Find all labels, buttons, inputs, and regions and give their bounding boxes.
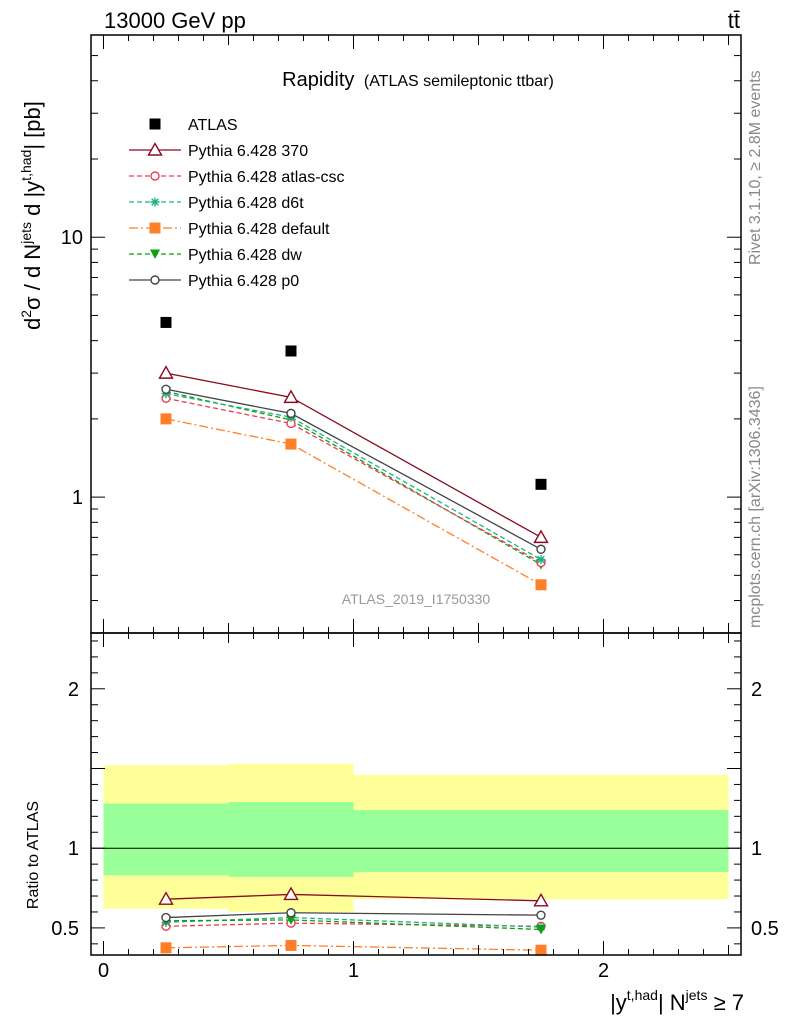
ratio-frame [90,632,742,956]
legend-label-default: Pythia 6.428 default [188,221,330,238]
top-ylabel-sup3: t,had [18,150,34,181]
ratio-band-inner-1 [228,801,354,877]
plot-layer: 1 10 0 1 2 0.5 0.5 1 1 2 2 ATLAS Pythia 6.428 370 Pyt… [51,34,779,982]
top-ylabel-unit: | [pb] [20,101,45,150]
top-ylabel-d: d [20,318,45,330]
ratio-ytick-label-right: 1 [751,838,762,860]
xlabel: |yt,had| Njets ≥ 7 [610,987,744,1015]
main-ytick-label: 10 [61,227,83,249]
main-line-d6t [165,393,542,561]
ratio-point-default-2 [535,944,547,956]
ratio-point-p0-2 [536,910,546,920]
legend-marker-default [149,222,161,234]
xlabel-cond: ≥ 7 [707,990,744,1015]
ratio-xtick-label: 1 [348,960,359,982]
ratio-line-dw [165,919,542,931]
xlabel-n: | N [658,990,686,1015]
chart-title: Rapidity [282,69,354,91]
main-point-p0-2 [536,544,546,554]
legend-marker-dw [150,249,160,259]
ratio-ytick-label-left: 2 [68,679,79,701]
ratio-point-p370-2 [533,892,549,907]
ratio-ytick-label-left: 1 [68,838,79,860]
ratio-xtick-label: 0 [98,960,109,982]
ratio-ytick-label-right: 0.5 [751,918,779,940]
legend-label-atlas: ATLAS [188,117,238,134]
ratio-point-default-0 [160,942,172,954]
ratio-point-default-1 [285,939,297,951]
main-point-atlas-0 [160,316,172,328]
main-point-default-2 [535,579,547,591]
ratio-ylabel: Ratio to ATLAS [25,801,42,909]
main-point-atlas-2 [535,478,547,490]
ratio-ytick-label-left: 0.5 [51,918,79,940]
legend-marker-p0 [150,275,160,285]
legend-marker-p370 [147,142,163,156]
analysis-watermark: ATLAS_2019_I1750330 [342,591,491,607]
legend-marker-atlas [149,118,161,130]
main-line-p370 [165,372,542,538]
legend-marker-d6t [150,197,160,207]
top-ylabel-sigma: σ / d N [20,244,45,310]
main-ytick-label: 1 [72,487,83,509]
rivet-label: Rivet 3.1.10, ≥ 2.8M events [747,70,764,265]
legend-label-d6t: Pythia 6.428 d6t [188,195,304,212]
ratio-point-p0-1 [286,908,296,918]
main-point-default-1 [285,438,297,450]
legend-label-dw: Pythia 6.428 dw [188,247,302,264]
main-point-p0-1 [286,408,296,419]
ratio-ytick-label-right: 2 [751,679,762,701]
chart-title-group: Rapidity (ATLAS semileptonic ttbar) [282,69,554,91]
main-point-p0-0 [161,384,171,394]
main-point-p370-0 [158,365,174,379]
main-point-default-0 [160,413,172,425]
ratio-line-atlascsc [165,922,542,927]
xlabel-sup2: jets [685,987,708,1003]
legend-label-p0: Pythia 6.428 p0 [188,273,299,290]
xlabel-sup1: t,had [627,987,658,1003]
ratio-line-p0 [165,912,542,919]
xlabel-y: |y [610,990,627,1015]
mcplots-label: mcplots.cern.ch [arXiv:1306.3436] [747,386,764,628]
legend-label-p370: Pythia 6.428 370 [188,143,308,160]
main-line-default [165,418,542,586]
main-point-p370-1 [283,389,299,404]
energy-label: 13000 GeV pp [104,8,246,33]
legend-label-atlascsc: Pythia 6.428 atlas-csc [188,169,345,186]
main-point-p370-2 [533,529,549,544]
main-line-atlascsc [165,397,542,564]
top-ylabel-dy: d |y [20,181,45,222]
process-label: tt̄ [728,8,740,33]
ratio-point-dw-2 [536,924,546,935]
ratio-point-dw-1 [286,915,296,925]
main-point-atlas-1 [285,345,297,357]
main-line-dw [165,390,542,566]
top-ylabel-sup2: jets [18,222,34,245]
ratio-point-p370-1 [283,886,299,901]
legend-marker-atlascsc [150,171,160,181]
ratio-band-inner-0 [103,803,229,876]
main-line-p0 [165,388,542,550]
ratio-xtick-label: 2 [598,960,609,982]
chart-subtitle: (ATLAS semileptonic ttbar) [364,73,554,90]
ratio-band-inner-2 [353,809,729,873]
top-ylabel: d2σ / d Njets d |yt,had| [pb] [18,101,45,330]
ratio-point-p0-0 [161,912,171,923]
ratio-point-p370-0 [158,891,174,905]
top-ylabel-sup1: 2 [18,310,34,318]
main-point-d6t-2 [536,555,546,565]
